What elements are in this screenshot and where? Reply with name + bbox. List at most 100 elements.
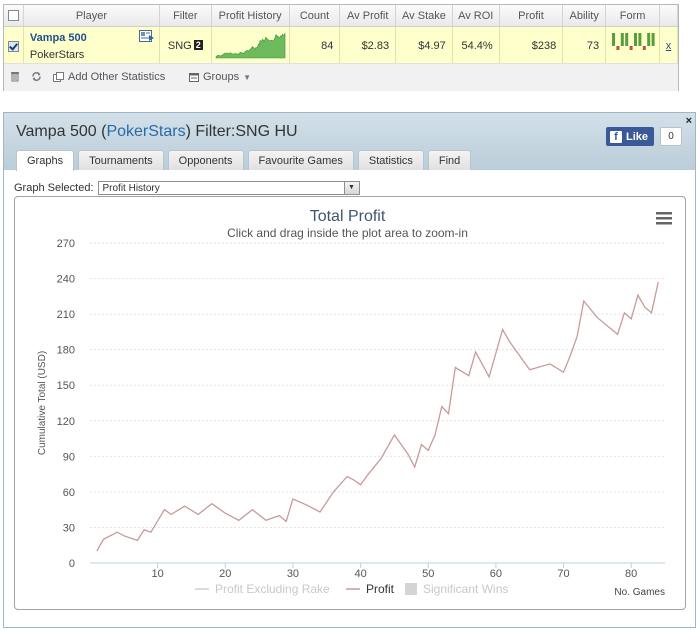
y-tick-label: 180: [57, 345, 75, 357]
av-roi-cell: 54.4%: [452, 26, 500, 66]
tab-tournaments[interactable]: Tournaments: [78, 150, 164, 170]
graph-select[interactable]: Profit History ▼: [97, 181, 360, 195]
add-other-statistics-button[interactable]: Add Other Statistics: [53, 71, 165, 83]
legend-label: Profit Excluding Rake: [215, 582, 330, 596]
window-header: Vampa 500 (PokerStars) Filter:SNG HU × f…: [4, 113, 695, 171]
graph-selected-label: Graph Selected:: [14, 182, 94, 194]
x-tick-label: 70: [557, 568, 569, 580]
close-icon[interactable]: ×: [685, 115, 692, 127]
tab-favourite-games[interactable]: Favourite Games: [247, 150, 354, 170]
chart-title: Total Profit: [310, 208, 386, 225]
y-tick-label: 120: [57, 416, 75, 428]
player-cell: Vampa 500 PokerStars: [23, 26, 160, 66]
x-tick-label: 40: [354, 568, 366, 580]
row-select-cell[interactable]: [4, 26, 24, 66]
stats-table: Player Filter Profit History Count Av Pr…: [4, 5, 678, 66]
select-all-checkbox[interactable]: [7, 10, 19, 22]
tab-find[interactable]: Find: [427, 150, 472, 170]
legend-item[interactable]: Profit: [346, 582, 395, 596]
col-count[interactable]: Count: [289, 5, 341, 27]
filter-value: SNG: [167, 40, 192, 52]
x-axis-label: No. Games: [614, 587, 665, 598]
form-win-bar: [612, 33, 616, 46]
player-window: Vampa 500 (PokerStars) Filter:SNG HU × f…: [3, 112, 696, 628]
chevron-down-icon[interactable]: ▼: [343, 182, 359, 194]
chart-container[interactable]: Total Profit Click and drag inside the pl…: [14, 196, 686, 610]
y-tick-label: 0: [69, 558, 75, 570]
tab-opponents[interactable]: Opponents: [167, 150, 244, 170]
form-cell: [605, 26, 661, 66]
facebook-icon: f: [610, 130, 622, 143]
player-site: PokerStars: [29, 49, 85, 61]
x-tick-label: 10: [152, 568, 164, 580]
delete-icon[interactable]: [10, 71, 20, 82]
count-cell: 84: [289, 26, 341, 66]
av-profit-cell: $2.83: [339, 26, 397, 66]
select-all-cell[interactable]: [4, 5, 24, 27]
col-profit[interactable]: Profit: [499, 5, 564, 27]
stats-header-row: Player Filter Profit History Count Av Pr…: [4, 5, 678, 27]
col-remove: [659, 5, 678, 27]
groups-icon: [189, 72, 199, 82]
col-filter[interactable]: Filter: [159, 5, 212, 27]
col-player[interactable]: Player: [23, 5, 160, 27]
x-tick-label: 20: [219, 568, 231, 580]
col-av-profit[interactable]: Av Profit: [339, 5, 397, 27]
row-checkbox[interactable]: [7, 40, 19, 52]
col-av-stake[interactable]: Av Stake: [395, 5, 453, 27]
col-ability[interactable]: Ability: [562, 5, 607, 27]
remove-player-link[interactable]: x: [665, 40, 672, 52]
profit-series-line[interactable]: [96, 281, 659, 552]
profit-history-cell[interactable]: [211, 26, 290, 66]
x-tick-label: 80: [625, 568, 637, 580]
form-loss-bar: [616, 46, 620, 50]
y-tick-label: 270: [57, 238, 75, 250]
like-count: 0: [660, 127, 682, 146]
title-site-link[interactable]: PokerStars: [106, 123, 186, 140]
y-tick-label: 210: [57, 309, 75, 321]
y-tick-label: 240: [57, 274, 75, 286]
player-card-icon[interactable]: [138, 30, 155, 43]
title-player: Vampa 500: [16, 123, 97, 140]
legend-label: Profit: [366, 582, 395, 596]
graph-select-row: Graph Selected: Profit History ▼: [14, 181, 360, 195]
legend-swatch: [405, 583, 417, 595]
title-filter: Filter:SNG HU: [195, 123, 298, 140]
legend-item[interactable]: Significant Wins: [405, 582, 508, 596]
filter-badge: 2: [193, 40, 203, 50]
y-tick-label: 30: [63, 522, 75, 534]
stats-toolbar: Add Other Statistics Groups ▼: [4, 63, 678, 91]
groups-label: Groups: [203, 71, 240, 83]
y-tick-label: 60: [63, 487, 75, 499]
graph-select-value: Profit History: [102, 183, 160, 194]
col-profit-history[interactable]: Profit History: [211, 5, 290, 27]
legend-item[interactable]: Profit Excluding Rake: [195, 582, 330, 596]
tab-graphs[interactable]: Graphs: [16, 150, 75, 171]
profit-cell: $238: [499, 26, 564, 66]
table-row[interactable]: Vampa 500 PokerStars SNG 2 84 $2.83 $4.97…: [4, 26, 678, 66]
profit-history-sparkline[interactable]: [212, 27, 289, 62]
chart-menu-icon[interactable]: [656, 212, 672, 225]
facebook-like-button[interactable]: f Like: [606, 127, 654, 146]
col-av-roi[interactable]: Av ROI: [452, 5, 500, 27]
x-tick-label: 30: [287, 568, 299, 580]
form-win-bar: [638, 33, 642, 46]
player-name-link[interactable]: Vampa 500: [29, 32, 87, 44]
y-axis-label: Cumulative Total (USD): [37, 351, 48, 455]
filter-cell: SNG 2: [159, 26, 212, 66]
tab-statistics[interactable]: Statistics: [357, 150, 424, 170]
y-tick-label: 90: [63, 451, 75, 463]
refresh-icon[interactable]: [31, 71, 42, 82]
legend-label: Significant Wins: [423, 582, 508, 596]
chevron-down-icon: ▼: [243, 72, 251, 82]
window-tabs: Graphs Tournaments Opponents Favourite G…: [16, 150, 472, 171]
col-form[interactable]: Form: [605, 5, 661, 27]
groups-dropdown[interactable]: Groups ▼: [189, 71, 251, 83]
sparkline-area: [215, 32, 285, 59]
remove-cell[interactable]: x: [659, 26, 678, 66]
add-stats-icon: [53, 72, 64, 82]
player-stats-panel: Player Filter Profit History Count Av Pr…: [3, 4, 679, 91]
x-tick-label: 60: [490, 568, 502, 580]
ability-cell: 73: [562, 26, 607, 66]
